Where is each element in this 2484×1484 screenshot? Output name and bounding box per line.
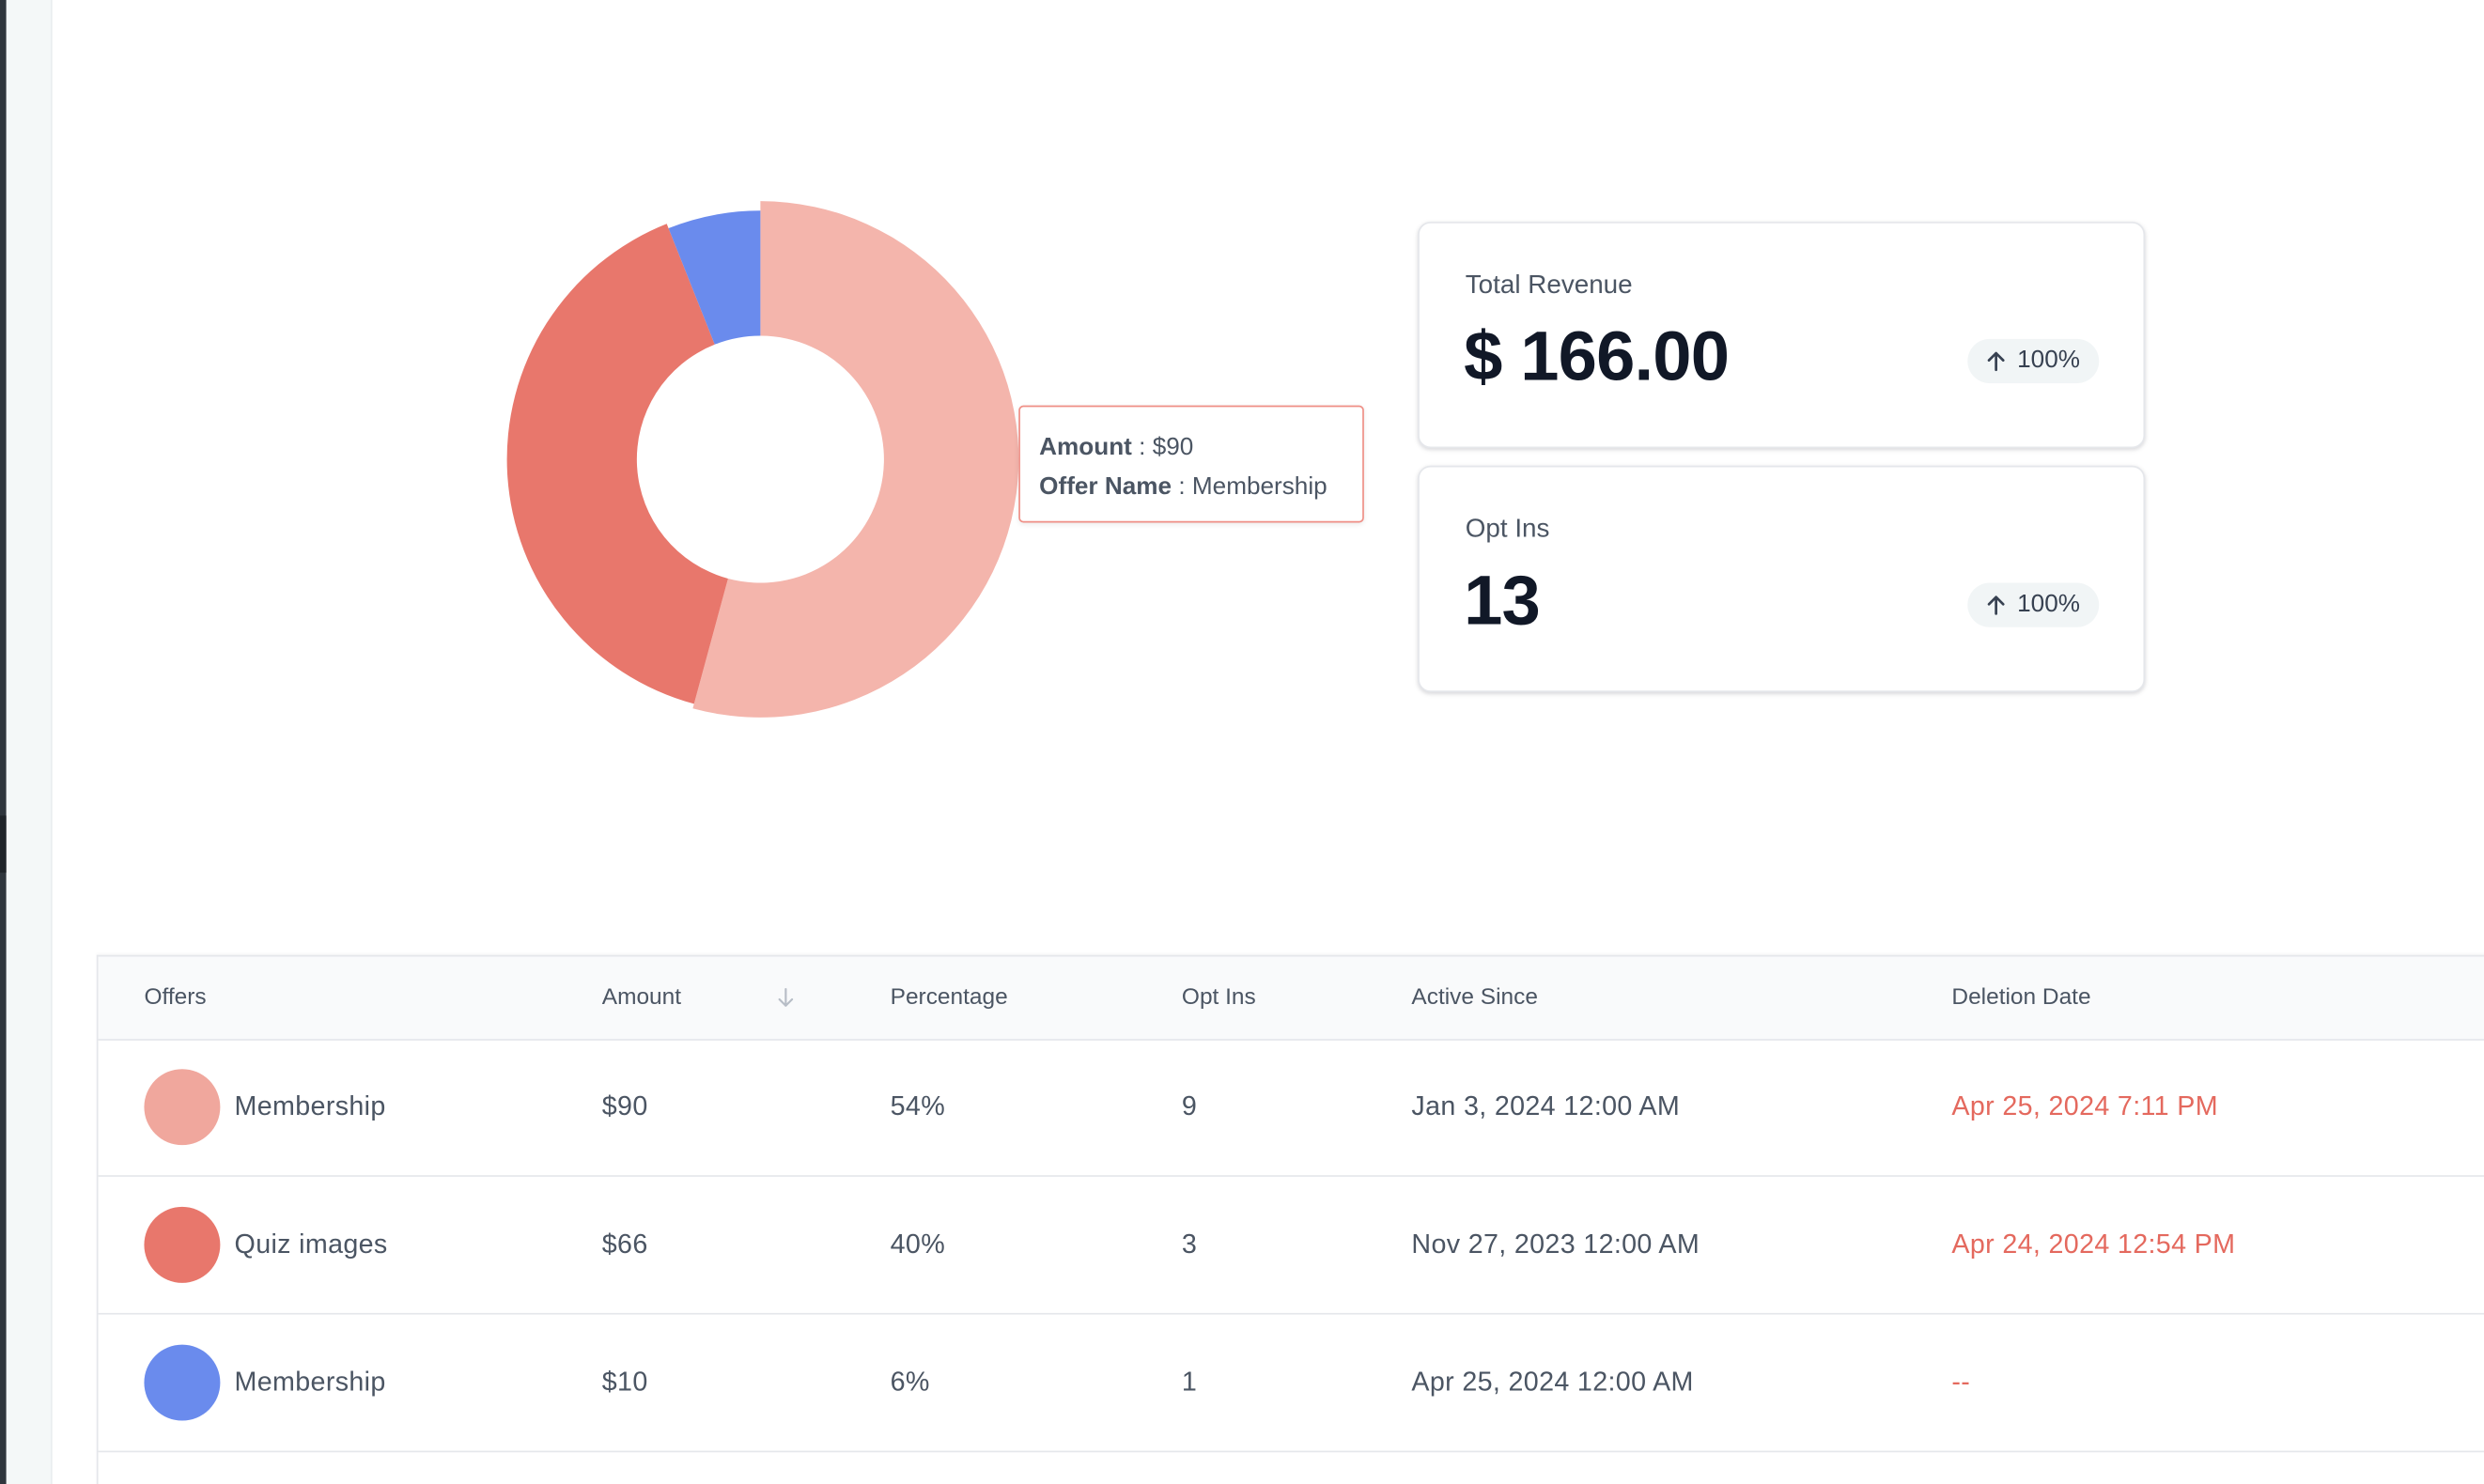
percentage-cell: 6% (890, 1367, 930, 1398)
table-header: Offers Amount Percentage Opt Ins Active … (98, 956, 2484, 1041)
donut-slice-1[interactable] (692, 201, 1019, 718)
opt-ins-cell: 1 (1181, 1367, 1198, 1398)
chart-tooltip: Amount : $90 Offer Name : Membership (1018, 405, 1364, 523)
offer-name: Membership (234, 1090, 386, 1121)
opt-ins-cell: 9 (1181, 1090, 1198, 1121)
header-active-since[interactable]: Active Since (1411, 984, 1538, 1011)
active-since-cell: Jan 3, 2024 12:00 AM (1411, 1090, 1681, 1121)
arrow-up-icon (1988, 595, 2006, 615)
amount-cell: $66 (601, 1229, 648, 1260)
offers-donut-chart (506, 201, 1019, 718)
card-label: Opt Ins (1465, 515, 1550, 544)
percentage-cell: 54% (890, 1090, 946, 1121)
offer-color-dot (144, 1069, 221, 1146)
change-badge: 100% (1967, 582, 2100, 627)
tooltip-offer-value: Membership (1191, 473, 1327, 501)
tooltip-separator: : (1139, 434, 1153, 461)
change-value: 100% (2017, 347, 2081, 374)
active-since-cell: Apr 25, 2024 12:00 AM (1411, 1367, 1694, 1398)
change-value: 100% (2017, 590, 2081, 618)
offers-table: Offers Amount Percentage Opt Ins Active … (96, 954, 2484, 1484)
tooltip-amount-value: $90 (1152, 434, 1194, 461)
deletion-date-cell: Apr 25, 2024 7:11 PM (1951, 1090, 2218, 1121)
offer-name: Membership (234, 1367, 386, 1398)
amount-cell: $10 (601, 1367, 648, 1398)
deletion-date-cell: -- (1951, 1367, 1971, 1398)
offer-name: Quiz images (234, 1229, 388, 1260)
header-amount[interactable]: Amount (601, 984, 682, 1011)
card-value: 13 (1464, 562, 1541, 641)
header-offers[interactable]: Offers (144, 984, 207, 1011)
tooltip-offer-line: Offer Name : Membership (1039, 467, 1343, 506)
table-row[interactable]: Membership $90 54% 9 Jan 3, 2024 12:00 A… (98, 1039, 2484, 1177)
table-row[interactable]: Quiz images $66 40% 3 Nov 27, 2023 12:00… (98, 1177, 2484, 1315)
opt-ins-cell: 3 (1181, 1229, 1198, 1260)
arrow-down-icon[interactable] (776, 987, 795, 1010)
percentage-cell: 40% (890, 1229, 946, 1260)
header-opt-ins[interactable]: Opt Ins (1181, 984, 1256, 1011)
left-edge-handle[interactable] (0, 815, 8, 873)
offer-color-dot (144, 1206, 221, 1283)
left-edge-bar (0, 0, 7, 1484)
card-label: Total Revenue (1465, 271, 1633, 300)
deletion-date-cell: Apr 24, 2024 12:54 PM (1951, 1229, 2236, 1260)
donut-slice-2[interactable] (506, 224, 728, 704)
change-badge: 100% (1967, 338, 2100, 384)
opt-ins-card: Opt Ins 13 100% (1418, 465, 2146, 692)
tooltip-amount-label: Amount (1039, 434, 1132, 461)
tooltip-offer-label: Offer Name (1039, 473, 1172, 501)
total-revenue-card: Total Revenue $ 166.00 100% (1418, 222, 2146, 449)
side-panel (6, 0, 53, 1484)
card-value: $ 166.00 (1464, 317, 1730, 396)
arrow-up-icon (1988, 351, 2006, 372)
header-deletion-date[interactable]: Deletion Date (1951, 984, 2091, 1011)
donut-slice-3[interactable] (668, 210, 761, 345)
header-percentage[interactable]: Percentage (890, 984, 1008, 1011)
amount-cell: $90 (601, 1090, 648, 1121)
active-since-cell: Nov 27, 2023 12:00 AM (1411, 1229, 1700, 1260)
offer-color-dot (144, 1344, 221, 1421)
table-row[interactable]: Membership $10 6% 1 Apr 25, 2024 12:00 A… (98, 1315, 2484, 1453)
tooltip-separator: : (1178, 473, 1192, 501)
tooltip-amount-line: Amount : $90 (1039, 427, 1343, 467)
